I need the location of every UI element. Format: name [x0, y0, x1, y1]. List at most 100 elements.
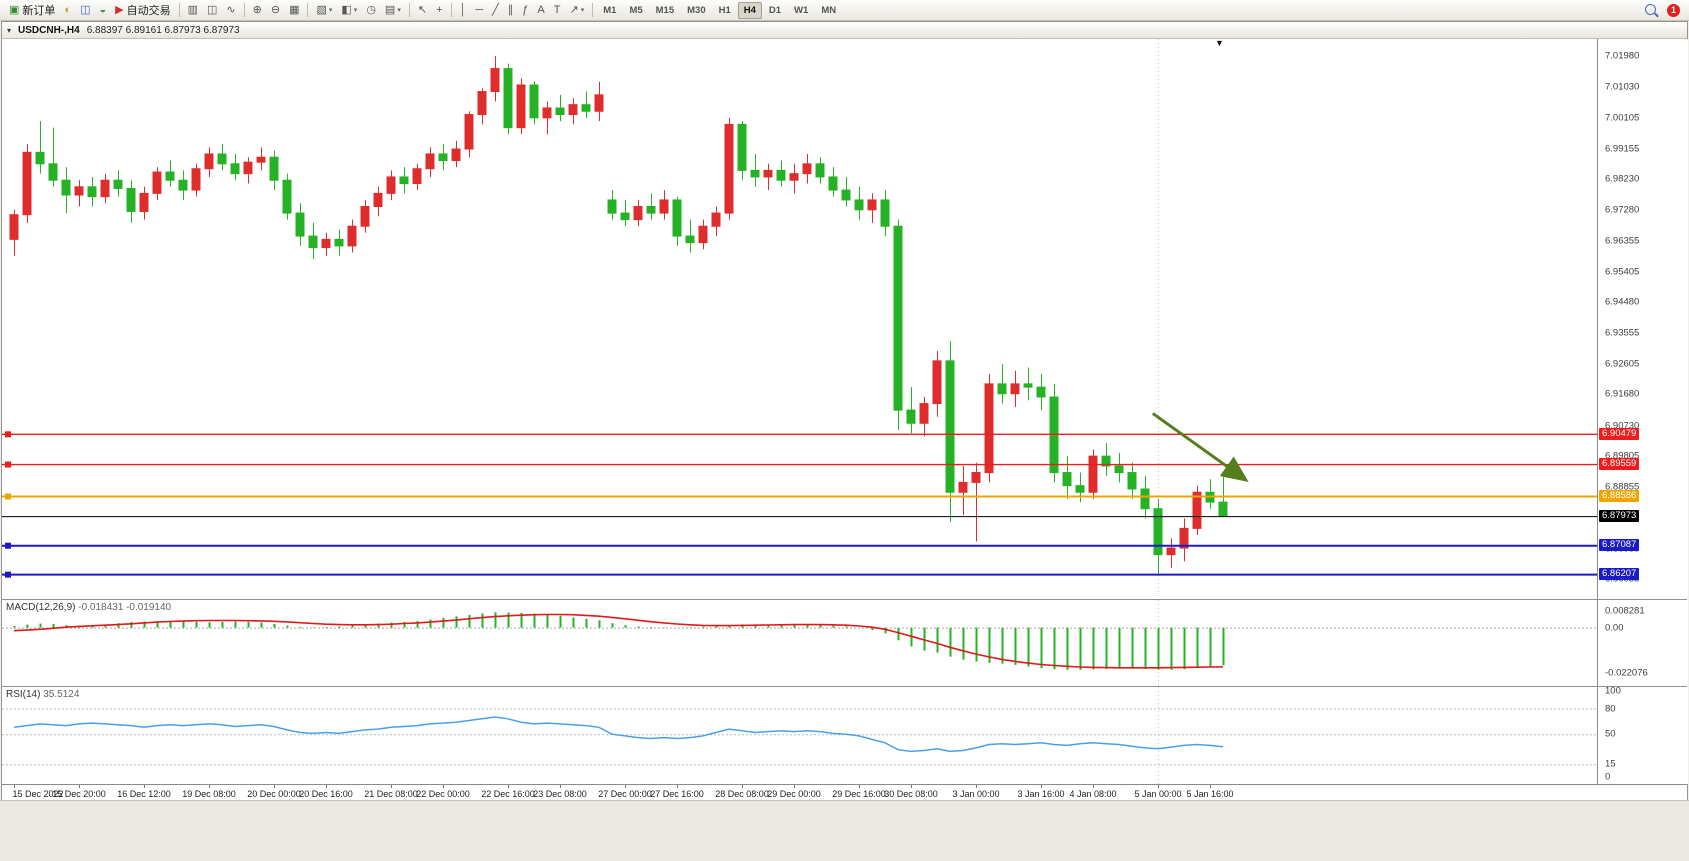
time-axis-tick	[1093, 785, 1094, 788]
time-axis-label: 5 Jan 00:00	[1134, 789, 1182, 799]
zoom-in-button[interactable]: ⊕	[249, 1, 266, 20]
line-drag-handle[interactable]	[5, 461, 11, 468]
terminal-button[interactable]: ◒	[95, 1, 110, 20]
time-axis-tick	[1158, 785, 1159, 788]
timeframe-button-m5[interactable]: M5	[629, 4, 643, 16]
timeframe-button-h4[interactable]: H4	[737, 1, 762, 19]
candle-body	[750, 169, 760, 178]
toolbar-separator	[243, 3, 245, 17]
market-watch-button[interactable]: ◐	[60, 1, 75, 20]
macd-histogram	[13, 612, 1225, 670]
tile-windows-button[interactable]: ▦	[285, 1, 303, 20]
chevron-down-icon: ▾	[328, 7, 333, 14]
crosshair-tool-button[interactable]: +	[432, 1, 446, 20]
panel-separator[interactable]	[2, 686, 1687, 687]
new-chart-button[interactable]: ▧ ▾	[312, 1, 336, 20]
time-axis-tick	[625, 785, 626, 788]
window-menu-icon[interactable]: ▾	[7, 25, 12, 35]
candle-body	[867, 199, 877, 211]
candle-body	[139, 192, 149, 212]
indicators-button[interactable]: ▤ ▾	[381, 1, 405, 20]
notification-badge[interactable]: 1	[1667, 3, 1680, 17]
timeframe-button-mn[interactable]: MN	[821, 4, 837, 16]
price-line-badge: 6.87087	[1599, 539, 1640, 552]
candle-body	[165, 171, 175, 181]
macd-signal-line	[13, 613, 1224, 669]
text-tool-button[interactable]: A	[533, 1, 548, 20]
auto-trading-icon: ▶	[115, 3, 124, 16]
vertical-line-tool-button[interactable]: │	[456, 1, 471, 20]
price-line-badge: 6.86207	[1599, 568, 1640, 581]
zoom-in-icon: ⊕	[252, 3, 262, 16]
candle-body	[828, 176, 838, 191]
chart-titlebar[interactable]: ▾ USDCNH-,H4 6.88397 6.89161 6.87973 6.8…	[2, 22, 1687, 39]
time-axis-label: 29 Dec 16:00	[832, 789, 886, 799]
channel-tool-button[interactable]: ∥	[504, 1, 518, 20]
candlestick-mode-button[interactable]: ◫	[203, 1, 221, 20]
period-clock-button[interactable]: ◷	[362, 1, 380, 20]
line-drag-handle[interactable]	[5, 571, 11, 578]
candle-body	[685, 235, 695, 244]
timeframe-button-d1[interactable]: D1	[768, 4, 782, 16]
bar-chart-mode-button[interactable]: ▥	[184, 1, 202, 20]
auto-trading-button[interactable]: ▶ 自动交易	[111, 1, 174, 20]
candle-body	[113, 179, 123, 189]
timeframe-button-m30[interactable]: M30	[687, 4, 706, 16]
timeframe-button-w1[interactable]: W1	[794, 4, 809, 16]
price-axis-tick: 6.93555	[1605, 327, 1640, 339]
rsi-panel[interactable]	[2, 687, 1597, 784]
new-order-button[interactable]: ▣ 新订单	[5, 1, 59, 20]
timeframe-button-m15[interactable]: M15	[655, 4, 675, 16]
cursor-tool-button[interactable]: ↖	[414, 1, 431, 20]
scroll-to-end-icon[interactable]: ▼	[1215, 38, 1224, 48]
time-axis-tick	[14, 785, 15, 788]
horizontal-line-tool-button[interactable]: ─	[471, 1, 487, 20]
arrows-tool-button[interactable]: ↗ ▾	[566, 1, 589, 20]
candle-body	[1192, 491, 1202, 529]
profiles-button[interactable]: ◧ ▾	[337, 1, 361, 20]
candle-body	[334, 238, 344, 247]
line-drag-handle[interactable]	[5, 542, 11, 549]
candle-body	[373, 192, 383, 208]
candle-body	[776, 169, 786, 181]
price-axis-tick: 7.00105	[1605, 112, 1640, 124]
macd-panel[interactable]	[2, 600, 1597, 686]
new-order-button-label: 新订单	[22, 5, 56, 17]
candle-body	[61, 179, 71, 196]
price-chart[interactable]	[2, 39, 1597, 599]
candle-body	[581, 104, 591, 112]
candle-body	[841, 189, 851, 201]
time-axis-label: 22 Dec 00:00	[416, 789, 470, 799]
arrows-tool-icon: ↗	[569, 3, 579, 16]
price-axis[interactable]: 7.01980 7.01030 7.00105 6.99155 6.98230 6.972…	[1597, 39, 1688, 784]
time-axis[interactable]: 15 Dec 2022 15 Dec 20:00 16 Dec 12:00 19 De…	[2, 784, 1687, 802]
time-axis-label: 23 Dec 08:00	[533, 789, 587, 799]
candle-body	[9, 214, 19, 240]
candle-body	[178, 179, 188, 191]
price-axis-tick: 6.96355	[1605, 235, 1640, 247]
time-axis-label: 20 Dec 00:00	[247, 789, 301, 799]
line-drag-handle[interactable]	[5, 493, 11, 500]
trend-arrow-annotation[interactable]	[1151, 412, 1249, 482]
candle-body	[802, 163, 812, 175]
time-axis-label: 15 Dec 2022	[12, 789, 64, 799]
timeframe-button-h1[interactable]: H1	[718, 4, 731, 16]
line-chart-mode-button[interactable]: ∿	[222, 1, 239, 20]
search-icon[interactable]	[1645, 3, 1656, 15]
chart-body: MACD(12,26,9) -0.018431 -0.019140 RSI(14…	[2, 39, 1688, 784]
candle-body	[542, 107, 552, 119]
navigator-button[interactable]: ◫	[76, 1, 94, 20]
line-drag-handle[interactable]	[5, 431, 11, 438]
chevron-down-icon: ▾	[397, 7, 401, 14]
candle-body	[789, 173, 799, 181]
time-axis-tick	[794, 785, 795, 788]
time-axis-label: 21 Dec 08:00	[364, 789, 418, 799]
candle-body	[1101, 455, 1111, 467]
panel-separator[interactable]	[2, 599, 1687, 600]
text-tool-icon: A	[537, 3, 545, 16]
trendline-tool-button[interactable]: ╱	[488, 1, 503, 20]
timeframe-button-m1[interactable]: M1	[603, 4, 617, 16]
fibonacci-tool-button[interactable]: ƒ	[518, 1, 532, 20]
label-tool-button[interactable]: T	[550, 1, 565, 20]
zoom-out-button[interactable]: ⊖	[267, 1, 284, 20]
